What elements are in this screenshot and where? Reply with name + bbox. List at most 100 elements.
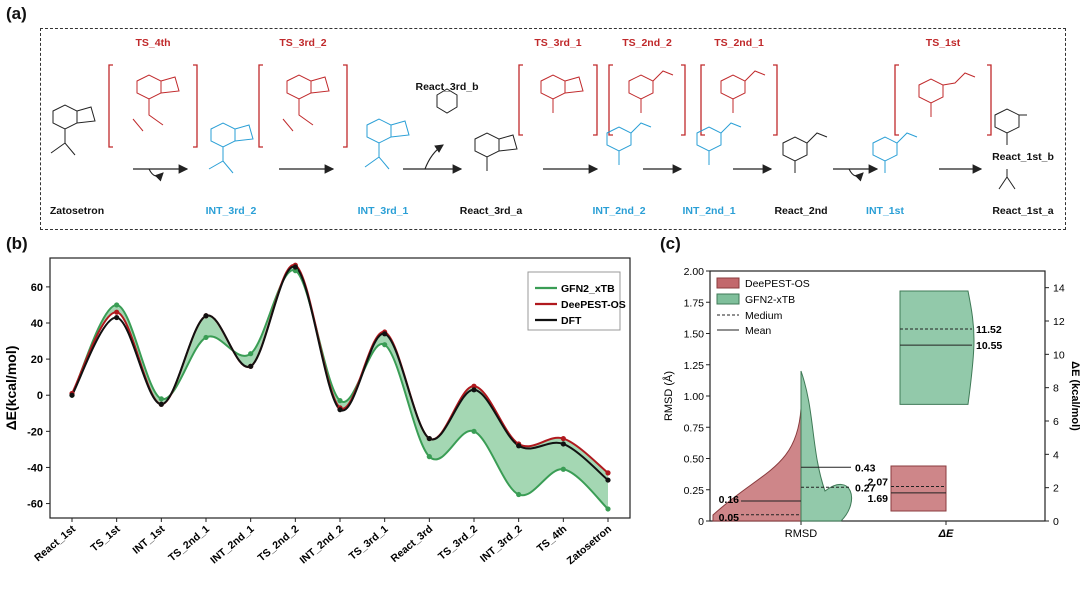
- y-tick-label: 0: [698, 516, 704, 528]
- species-label: React_3rd_a: [459, 205, 523, 217]
- x-tick-label: React_1st: [32, 523, 78, 564]
- data-point: [292, 268, 298, 274]
- x-tick-label: TS_1st: [89, 523, 123, 555]
- legend-swatch: [716, 293, 740, 305]
- y2-tick-label: 14: [1053, 283, 1065, 295]
- legend-box: [527, 271, 621, 331]
- energy-profile-chart: ΔE(kcal/mol) -60 -40 -20 0 20 40 60 React_1st TS…: [3, 257, 631, 567]
- value-label: 0.16: [719, 494, 740, 506]
- y-tick-label: 1.00: [684, 391, 705, 403]
- ts-label: TS_2nd_1: [714, 37, 764, 49]
- panel-label-a: (a): [6, 4, 27, 23]
- value-label: 0.43: [855, 462, 876, 474]
- species-label: React_1st_a: [992, 205, 1054, 217]
- data-point: [203, 334, 209, 341]
- y-tick-label: 1.75: [684, 297, 705, 309]
- y-tick-label: -20: [27, 426, 43, 438]
- x-tick-label: TS_2nd_2: [256, 523, 302, 564]
- data-point: [158, 401, 164, 407]
- y-tick-label: 40: [31, 318, 43, 330]
- data-point: [516, 443, 522, 449]
- data-point: [337, 398, 343, 404]
- x-tick-label: RMSD: [785, 528, 817, 540]
- x-tick-label: INT_2nd_1: [208, 523, 257, 566]
- value-label: 0.05: [719, 512, 740, 524]
- violin-chart: 0 0.25 0.50 0.75 1.00 1.25 1.50 1.75 2.00 0 2 4 6 8 10…: [662, 266, 1080, 540]
- ts-label: TS_2nd_2: [622, 37, 672, 49]
- data-point: [471, 387, 477, 393]
- y-tick-label: 0.50: [684, 454, 705, 466]
- data-point: [605, 477, 611, 483]
- data-point: [248, 351, 254, 357]
- violin-rmsd-deepest: [712, 408, 802, 522]
- data-point: [605, 506, 611, 512]
- ts-label: TS_1st: [925, 37, 961, 49]
- y2-tick-label: 0: [1053, 516, 1059, 528]
- species-label: INT_3rd_1: [357, 205, 409, 217]
- data-point: [560, 466, 566, 472]
- species-label: React_2nd: [774, 205, 828, 217]
- y-tick-label: 0: [37, 390, 43, 402]
- violin-de-gfn2: [899, 290, 975, 405]
- y-tick-label: 0.25: [684, 485, 705, 497]
- y2-tick-label: 2: [1053, 483, 1059, 495]
- x-tick-label: TS_4th: [535, 523, 570, 555]
- species-label: INT_1st: [866, 205, 904, 217]
- scheme-graphics: [50, 64, 1027, 190]
- y2-tick-label: 6: [1053, 416, 1059, 428]
- data-point: [426, 454, 432, 460]
- data-point: [114, 309, 120, 315]
- y2-tick-label: 8: [1053, 383, 1059, 395]
- species-label: INT_2nd_2: [592, 205, 646, 217]
- data-point: [114, 302, 120, 308]
- data-point: [471, 383, 477, 389]
- value-label: 0.27: [855, 482, 876, 494]
- y-tick-label: 60: [31, 282, 43, 294]
- x-tick-label: ΔE: [938, 528, 954, 540]
- legend-label: Medium: [745, 310, 783, 322]
- violin-de-deepest: [890, 465, 947, 512]
- data-point: [337, 407, 343, 413]
- data-point: [69, 392, 75, 398]
- ts-label: TS_3rd_1: [534, 37, 582, 49]
- x-tick-label: INT_1st: [130, 523, 167, 557]
- y2-tick-label: 10: [1053, 349, 1065, 361]
- data-point: [605, 470, 611, 476]
- data-point: [426, 435, 432, 442]
- y2-tick-label: 12: [1053, 316, 1065, 328]
- x-tick-label: React_3rd: [389, 523, 436, 565]
- species-label: INT_2nd_1: [682, 205, 736, 217]
- data-point: [471, 428, 477, 434]
- legend-label: Mean: [745, 325, 771, 337]
- species-label: React_3rd_b: [415, 81, 479, 93]
- ts-brackets: [108, 64, 992, 148]
- y-tick-label: 20: [31, 354, 43, 366]
- value-label: 10.55: [976, 340, 1002, 352]
- y-tick-label: 2.00: [684, 266, 705, 278]
- y-tick-label: -60: [27, 499, 43, 511]
- reaction-scheme: TS_4th TS_3rd_2 TS_3rd_1 TS_2nd_2 TS_2nd…: [40, 28, 1066, 230]
- data-point: [560, 435, 566, 442]
- species-label: INT_3rd_2: [205, 205, 257, 217]
- data-point: [203, 313, 209, 319]
- data-point: [292, 264, 298, 270]
- legend-label: DeePEST-OS: [745, 278, 810, 290]
- value-label: 1.69: [868, 493, 889, 505]
- data-point: [382, 331, 388, 337]
- legend-label: DeePEST-OS: [561, 299, 626, 311]
- data-point: [158, 396, 164, 402]
- legend-label: GFN2_xTB: [561, 283, 615, 295]
- y2-axis-label: ΔE (kcal/mol): [1069, 361, 1080, 431]
- ts-label: TS_3rd_2: [279, 37, 327, 49]
- data-point: [114, 314, 120, 321]
- ts-label: TS_4th: [135, 37, 171, 49]
- y-tick-label: 1.50: [684, 329, 705, 341]
- data-point: [248, 363, 254, 369]
- data-point: [382, 342, 388, 348]
- x-tick-label: TS_3rd_2: [436, 523, 480, 563]
- x-tick-label: INT_3rd_2: [478, 523, 525, 565]
- y-tick-label: 1.25: [684, 360, 705, 372]
- violin-rmsd-gfn2: [800, 370, 852, 522]
- x-tick-label: TS_3rd_1: [347, 523, 391, 563]
- value-label: 11.52: [976, 324, 1002, 336]
